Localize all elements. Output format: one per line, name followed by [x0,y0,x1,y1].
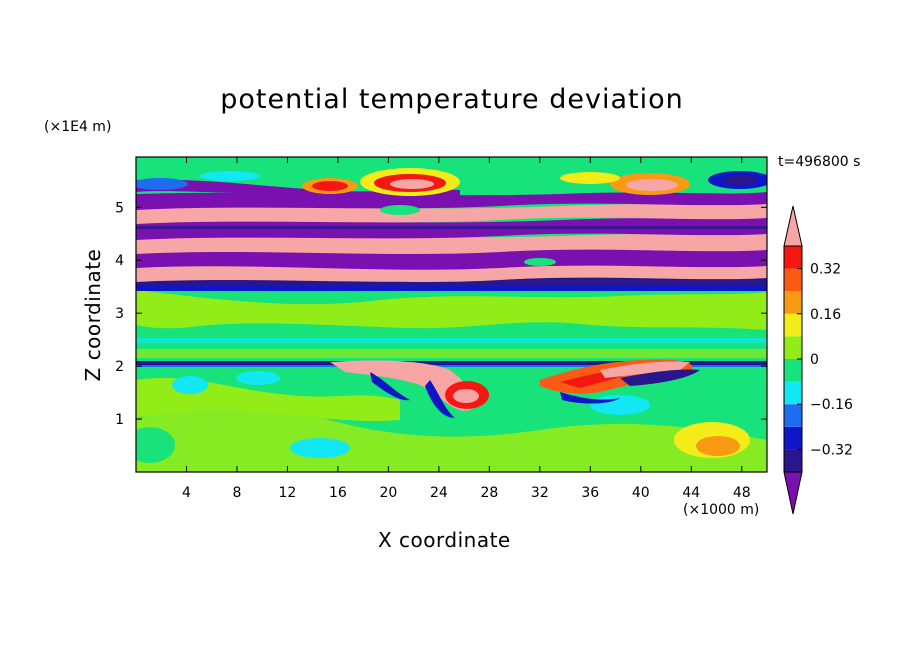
field-blob [390,179,434,189]
field-blob [330,360,474,411]
field-blob [200,171,260,181]
colorbar-segment [784,404,802,427]
field-line [136,365,767,367]
y-tick-label: 3 [115,306,124,322]
colorbar-segment [784,336,802,359]
colorbar: 0.32 0.16 0 −0.16 −0.32 [783,205,853,515]
x-tick-label: 24 [430,485,448,501]
colorbar-segment [784,381,802,405]
field-blob [312,181,348,191]
field-patch [136,427,175,463]
field-blob [136,178,188,190]
colorbar-segment [784,246,802,269]
y-tick-label: 4 [115,253,124,269]
colorbar-tick-label: 0.32 [810,262,841,278]
colorbar-segment [784,313,802,337]
y-tick-label: 1 [115,412,124,428]
colorbar-max-extend [783,205,803,247]
field-blob [626,179,678,191]
time-label: t=496800 s [778,154,861,170]
field-band [136,248,767,270]
field-blob [560,172,620,184]
colorbar-segment [784,449,802,472]
field-line [136,338,767,343]
x-tick-label: 4 [182,485,191,501]
y-axis: 1 2 3 4 5 [115,200,767,428]
field-blob [425,380,455,418]
x-tick-label: 36 [581,485,599,501]
field-blob [722,175,758,185]
field-band-lower [136,403,767,472]
field-band [136,192,767,210]
x-tick-label: 8 [232,485,241,501]
x-tick-label: 40 [632,485,650,501]
field-band [136,349,767,358]
x-tick-label: 20 [379,485,397,501]
x-axis: 4 8 12 16 20 24 28 32 36 40 44 48 [182,157,751,501]
field-dark-line [136,361,767,365]
field-band-mid [136,290,767,330]
colorbar-tick-label: 0.16 [810,307,841,323]
colorbar-min-extend [783,471,803,515]
x-tick-label: 12 [279,485,297,501]
field-blob [453,389,479,403]
x-tick-label: 32 [531,485,549,501]
colorbar-segment [784,291,802,314]
colorbar-segment [784,359,802,382]
colorbar-tick-label: 0 [810,352,819,368]
x-tick-label: 28 [480,485,498,501]
field-patch [172,376,208,394]
field-band [136,286,767,291]
field-blob [600,361,690,378]
field-blob [524,258,556,266]
field-blob [620,369,700,386]
field-patch [290,438,350,458]
y-tick-label: 5 [115,200,124,216]
chart-title: potential temperature deviation [220,84,684,115]
colorbar-segment [784,268,802,292]
plot-frame [135,156,768,473]
field-line [136,226,767,229]
x-tick-label: 48 [733,485,751,501]
field-patch [236,371,280,385]
colorbar-tick-label: −0.32 [810,442,853,458]
y-unit-label: (×1E4 m) [44,119,112,135]
colorbar-tick-label: −0.16 [810,397,853,413]
field-band [136,264,767,282]
x-tick-label: 16 [329,485,347,501]
field-blob [560,392,620,404]
y-tick-label: 2 [115,359,124,375]
colorbar-segment [784,426,802,450]
field-patch [696,436,740,456]
field-blob [380,205,420,215]
contour-field [136,157,767,472]
field-blob [370,372,410,401]
x-tick-label: 44 [682,485,700,501]
x-axis-label: X coordinate [378,528,511,552]
x-unit-label: (×1000 m) [683,502,760,518]
